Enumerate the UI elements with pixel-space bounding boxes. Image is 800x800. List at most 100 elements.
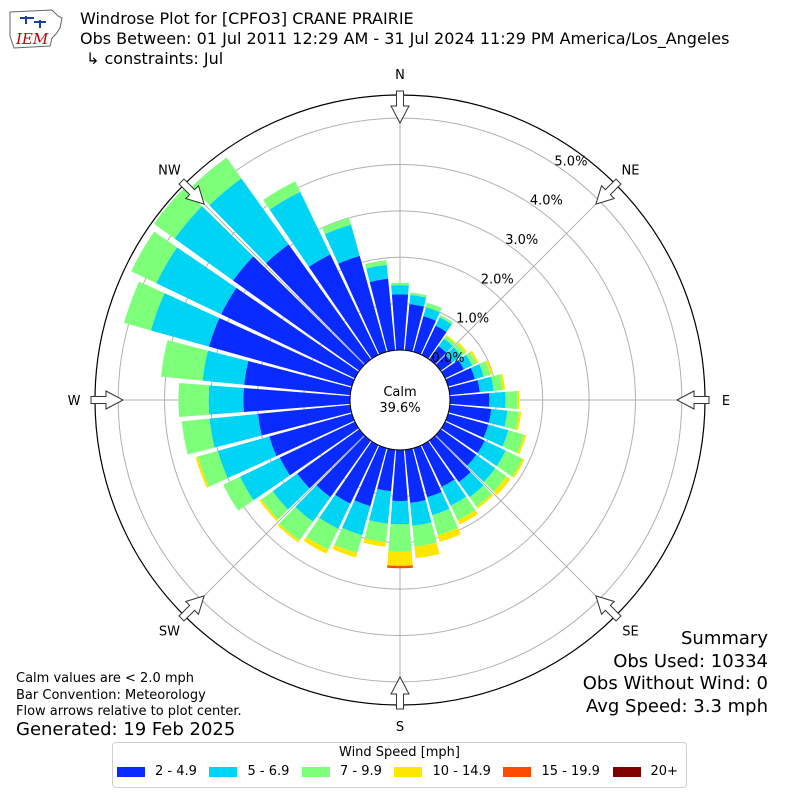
wind-bar-segment bbox=[161, 340, 208, 381]
wind-bar-segment bbox=[441, 359, 464, 379]
wind-bar-segment bbox=[421, 325, 447, 359]
bar-convention-note: Bar Convention: Meteorology bbox=[16, 687, 206, 703]
legend-swatch bbox=[394, 766, 423, 777]
wind-bar-segment bbox=[221, 287, 359, 379]
wind-bar-segment bbox=[477, 440, 506, 467]
legend-item: 7 - 9.9 bbox=[301, 764, 382, 779]
wind-bar-segment bbox=[217, 436, 277, 479]
wind-bar-segment bbox=[156, 247, 237, 315]
wind-bar-segment bbox=[365, 260, 387, 269]
wind-bar-segment bbox=[457, 342, 468, 354]
wind-bar-segment bbox=[269, 191, 331, 267]
obs-used: Obs Used: 10334 bbox=[613, 650, 768, 672]
wind-bar-segment bbox=[369, 488, 392, 524]
wind-bar-segment bbox=[409, 294, 427, 307]
wind-bar-segment bbox=[295, 485, 331, 522]
legend-item: 20+ bbox=[612, 764, 678, 779]
legend-title: Wind Speed [mph] bbox=[339, 745, 460, 760]
wind-bar-segment bbox=[279, 506, 313, 541]
wind-bar-segment bbox=[303, 536, 329, 554]
wind-bar-segment bbox=[233, 256, 365, 371]
wind-bar-segment bbox=[391, 285, 409, 295]
wind-bar-segment bbox=[208, 385, 244, 415]
wind-bar-segment bbox=[466, 352, 477, 366]
legend-label: 7 - 9.9 bbox=[339, 764, 382, 779]
iem-logo-graphic: IEM bbox=[9, 9, 63, 49]
wind-bar-segment bbox=[209, 178, 289, 264]
wind-bar-segment bbox=[308, 254, 379, 359]
wind-bar-segment bbox=[404, 448, 426, 503]
wind-bar-segment bbox=[410, 500, 432, 526]
wind-bar-segment bbox=[477, 376, 494, 393]
direction-label: SE bbox=[622, 625, 638, 640]
wind-bar-segment bbox=[437, 527, 461, 542]
wind-bar-segment bbox=[450, 496, 476, 521]
svg-text:IEM: IEM bbox=[15, 30, 49, 48]
chart-title: Windrose Plot for [CPFO3] CRANE PRAIRIE bbox=[80, 9, 414, 28]
wind-bar-segment bbox=[491, 374, 503, 391]
wind-bar-segment bbox=[441, 479, 467, 506]
wind-bar-segment bbox=[432, 508, 459, 536]
grid-spoke bbox=[183, 183, 401, 401]
direction-label: N bbox=[395, 68, 405, 83]
wind-bar-segment bbox=[429, 435, 471, 483]
wind-bar-segment bbox=[277, 523, 300, 543]
wind-bar-segment bbox=[197, 450, 228, 487]
legend-item: 2 - 4.9 bbox=[117, 764, 197, 779]
wind-bar-segment bbox=[243, 387, 351, 413]
wind-bar-segment bbox=[445, 347, 462, 363]
wind-bar-segment bbox=[208, 318, 355, 387]
legend-swatch bbox=[503, 766, 532, 777]
wind-bar-segment bbox=[239, 457, 290, 501]
direction-label: W bbox=[68, 394, 81, 409]
direction-label: E bbox=[722, 394, 730, 409]
wind-bar-segment bbox=[469, 485, 492, 507]
wind-bar-segment bbox=[261, 491, 289, 520]
wind-bar-segment bbox=[453, 343, 466, 357]
chart-constraints: ↳ constraints: Jul bbox=[86, 49, 224, 68]
wind-bar-segment bbox=[272, 473, 310, 510]
wind-bar-segment bbox=[412, 522, 437, 547]
wind-bar-segment bbox=[504, 410, 519, 430]
direction-label: NW bbox=[158, 163, 181, 178]
wind-bar-segment bbox=[266, 244, 371, 365]
wind-bar-segment bbox=[306, 517, 339, 550]
wind-bar-segment bbox=[321, 217, 352, 235]
wind-bar-segment bbox=[354, 445, 387, 507]
wind-bar-segment bbox=[209, 413, 262, 448]
wind-bar-segment bbox=[153, 188, 202, 239]
legend-label: 5 - 6.9 bbox=[247, 764, 290, 779]
wind-bar-segment bbox=[410, 292, 427, 298]
legend-swatch bbox=[209, 766, 238, 777]
calm-label: Calm bbox=[383, 385, 416, 400]
wind-bar-segment bbox=[297, 429, 365, 489]
calm-note: Calm values are < 2.0 mph bbox=[16, 671, 195, 686]
flow-arrow bbox=[90, 390, 125, 410]
grid-spoke bbox=[399, 399, 617, 617]
radial-tick-label: 4.0% bbox=[530, 194, 563, 209]
wind-bar-segment bbox=[421, 441, 455, 487]
legend: Wind Speed [mph] 2 - 4.9 5 - 6.9 7 - 9.9 10… bbox=[112, 742, 687, 788]
wind-bar-segment bbox=[439, 315, 454, 325]
legend-label: 20+ bbox=[650, 764, 678, 779]
wind-bar-segment bbox=[263, 181, 301, 210]
flow-arrow bbox=[390, 90, 410, 125]
chart-title-block: Windrose Plot for [CPFO3] CRANE PRAIRIE … bbox=[80, 9, 729, 69]
wind-bar-segment bbox=[131, 231, 178, 284]
flow-arrows-note: Flow arrows relative to plot center. bbox=[16, 704, 242, 719]
wind-bar-segment bbox=[423, 307, 440, 321]
wind-bar-segment bbox=[191, 157, 242, 206]
flow-arrow bbox=[595, 178, 622, 205]
wind-bar-segment bbox=[404, 304, 424, 352]
wind-bar-segment bbox=[470, 364, 484, 380]
direction-labels: N NE E SE S SW W NW bbox=[68, 68, 731, 735]
wind-bar-segment bbox=[244, 361, 352, 396]
radial-tick-label: 5.0% bbox=[554, 154, 587, 169]
wind-bar-segment bbox=[457, 510, 479, 525]
wind-bar-segment bbox=[493, 476, 511, 495]
wind-bar-segment bbox=[516, 390, 520, 410]
radial-tick-label: 3.0% bbox=[505, 233, 538, 248]
wind-bar-segment bbox=[174, 206, 254, 281]
wind-bar-segment bbox=[124, 281, 165, 331]
legend-label: 2 - 4.9 bbox=[155, 764, 197, 779]
